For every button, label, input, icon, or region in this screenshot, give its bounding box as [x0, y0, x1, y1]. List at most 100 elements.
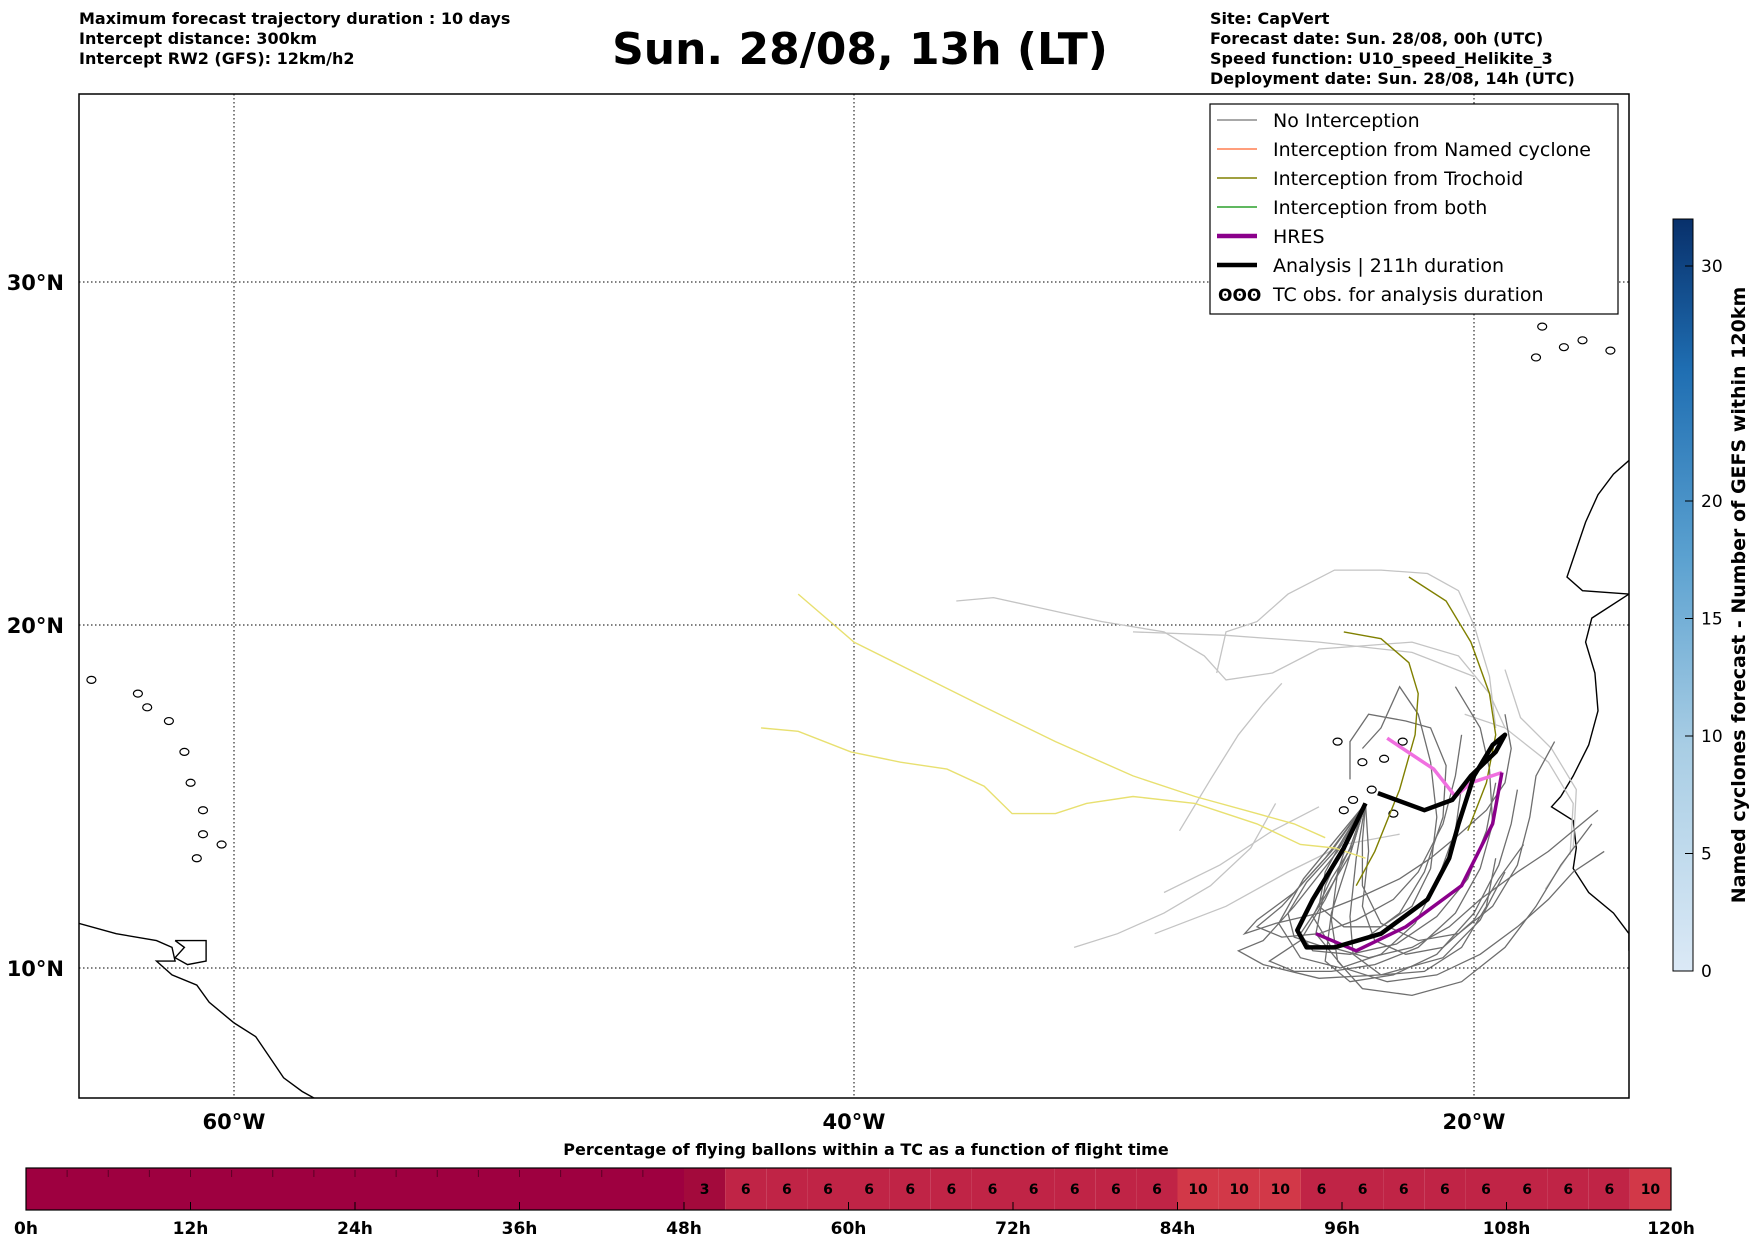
colorbar-tick-label: 5: [1701, 845, 1712, 865]
strip-tick-label: 72h: [995, 1219, 1031, 1239]
trajectory-trochoid-faded: [797, 593, 1326, 839]
trajectory-no-interception-light: [1178, 682, 1283, 832]
lon-tick-label: 20°W: [1443, 1110, 1506, 1134]
strip-cell-value: 10: [1271, 1182, 1291, 1198]
strip-cell-value: 6: [782, 1182, 792, 1198]
trajectory-no-interception: [1349, 803, 1497, 976]
strip-tick-label: 96h: [1324, 1219, 1360, 1239]
cyclone-colorbar: 0 5 10 15 20 30 Named cyclones forecast - Num…: [1672, 218, 1750, 982]
island: [197, 806, 209, 815]
coastline: [79, 922, 316, 1098]
island: [216, 840, 227, 849]
strip-tick-label: 0h: [14, 1219, 38, 1239]
max-duration-text: Maximum forecast trajectory duration : 1…: [79, 9, 511, 28]
strip-cell: [1588, 1168, 1630, 1210]
island: [163, 716, 174, 726]
chart-title: Sun. 28/08, 13h (LT): [612, 24, 1108, 75]
strip-cell-value: 6: [1070, 1182, 1080, 1198]
map-frame: [78, 93, 1630, 1099]
island: [1332, 737, 1343, 746]
strip-cell-value: 6: [988, 1182, 998, 1198]
island: [1388, 809, 1399, 818]
strip-cell-value: 10: [1229, 1182, 1249, 1198]
island: [179, 747, 190, 757]
strip-tick-label: 24h: [337, 1219, 373, 1239]
strip-tick-label: 60h: [831, 1219, 867, 1239]
strip-cell-value: 6: [1522, 1182, 1532, 1198]
strip-cell: [1259, 1168, 1301, 1210]
colorbar-tick-label: 30: [1701, 257, 1723, 277]
island: [185, 778, 196, 787]
trajectory-no-interception: [1277, 786, 1463, 969]
trajectory-no-interception-light: [956, 596, 1506, 729]
island: [142, 703, 153, 712]
strip-cell: [807, 1168, 849, 1210]
strip-cell-value: 6: [823, 1182, 833, 1198]
trajectory-no-interception: [1315, 803, 1605, 983]
strip-cell-value: 3: [700, 1182, 710, 1198]
trajectory-tracks: [760, 569, 1605, 997]
legend-label: Interception from Trochoid: [1273, 168, 1523, 190]
grid-lines: [79, 94, 1629, 1098]
strip-cell: [684, 1168, 726, 1210]
trajectory-no-interception-light: [1216, 569, 1497, 728]
island: [1605, 346, 1616, 355]
trajectory-no-interception: [1255, 734, 1463, 938]
strip-cell: [1506, 1168, 1548, 1210]
strip-cell: [1424, 1168, 1466, 1210]
trajectory-no-interception: [1330, 803, 1593, 997]
strip-tick-label: 48h: [666, 1219, 702, 1239]
strip-cell: [1177, 1168, 1219, 1210]
colorbar-tick-label: 10: [1701, 727, 1723, 747]
lat-tick-label: 30°N: [7, 271, 64, 295]
colorbar-label: Named cyclones forecast - Number of GEFS…: [1728, 287, 1750, 904]
strip-cell-value: 6: [1152, 1182, 1162, 1198]
strip-tick-label: 12h: [173, 1219, 209, 1239]
legend-label: HRES: [1273, 226, 1325, 248]
legend-label: Analysis | 211h duration: [1273, 255, 1504, 277]
colorbar-tick-label: 15: [1701, 610, 1723, 630]
strip-cell: [930, 1168, 972, 1210]
intercept-distance-text: Intercept distance: 300km: [79, 29, 318, 48]
trajectory-no-interception: [1361, 741, 1556, 942]
strip-tick-label: 36h: [502, 1219, 538, 1239]
forecast-date-text: Forecast date: Sun. 28/08, 00h (UTC): [1210, 29, 1544, 48]
island: [132, 689, 143, 698]
strip-cell: [1547, 1168, 1589, 1210]
tc-percentage-strip: 3 6 6 6 6 6 6 6 6 6 6 6 10 10 10 6 6 6 6 6 6 6 6 10 0h 12h 24h 36h 4…: [14, 1167, 1695, 1239]
trajectory-no-interception: [1236, 803, 1506, 979]
island: [197, 830, 209, 839]
strip-cell: [1013, 1168, 1055, 1210]
colorbar-gradient: [1672, 218, 1694, 972]
island: [1357, 758, 1368, 767]
trajectory-no-interception: [1287, 713, 1447, 949]
strip-cell-value: 6: [1440, 1182, 1450, 1198]
island: [1338, 806, 1349, 815]
coastline: [1560, 593, 1629, 797]
strip-cell: [1136, 1168, 1178, 1210]
island: [1366, 785, 1377, 794]
site-text: Site: CapVert: [1210, 9, 1330, 28]
strip-cell: [889, 1168, 931, 1210]
strip-cell-value: 6: [1563, 1182, 1573, 1198]
strip-cell: [848, 1168, 890, 1210]
coastline: [1566, 459, 1629, 595]
lon-tick-label: 60°W: [203, 1110, 266, 1134]
strip-cell: [1095, 1168, 1137, 1210]
strip-cell-value: 6: [946, 1182, 956, 1198]
strip-tick-label: 120h: [1647, 1219, 1695, 1239]
island: [1646, 333, 1655, 340]
strip-tick-label: 108h: [1483, 1219, 1531, 1239]
strip-cell-value: 10: [1188, 1182, 1208, 1198]
strip-cell-value: 6: [741, 1182, 751, 1198]
strip-cell-value: 6: [905, 1182, 915, 1198]
strip-cell: [1054, 1168, 1096, 1210]
island: [1665, 316, 1674, 323]
island: [1577, 336, 1588, 345]
speed-function-text: Speed function: U10_speed_Helikite_3: [1210, 49, 1553, 68]
strip-cell-value: 6: [864, 1182, 874, 1198]
strip-cell-value: 10: [1641, 1182, 1661, 1198]
coastline: [173, 939, 207, 966]
header-left-info: Maximum forecast trajectory duration : 1…: [79, 9, 510, 69]
